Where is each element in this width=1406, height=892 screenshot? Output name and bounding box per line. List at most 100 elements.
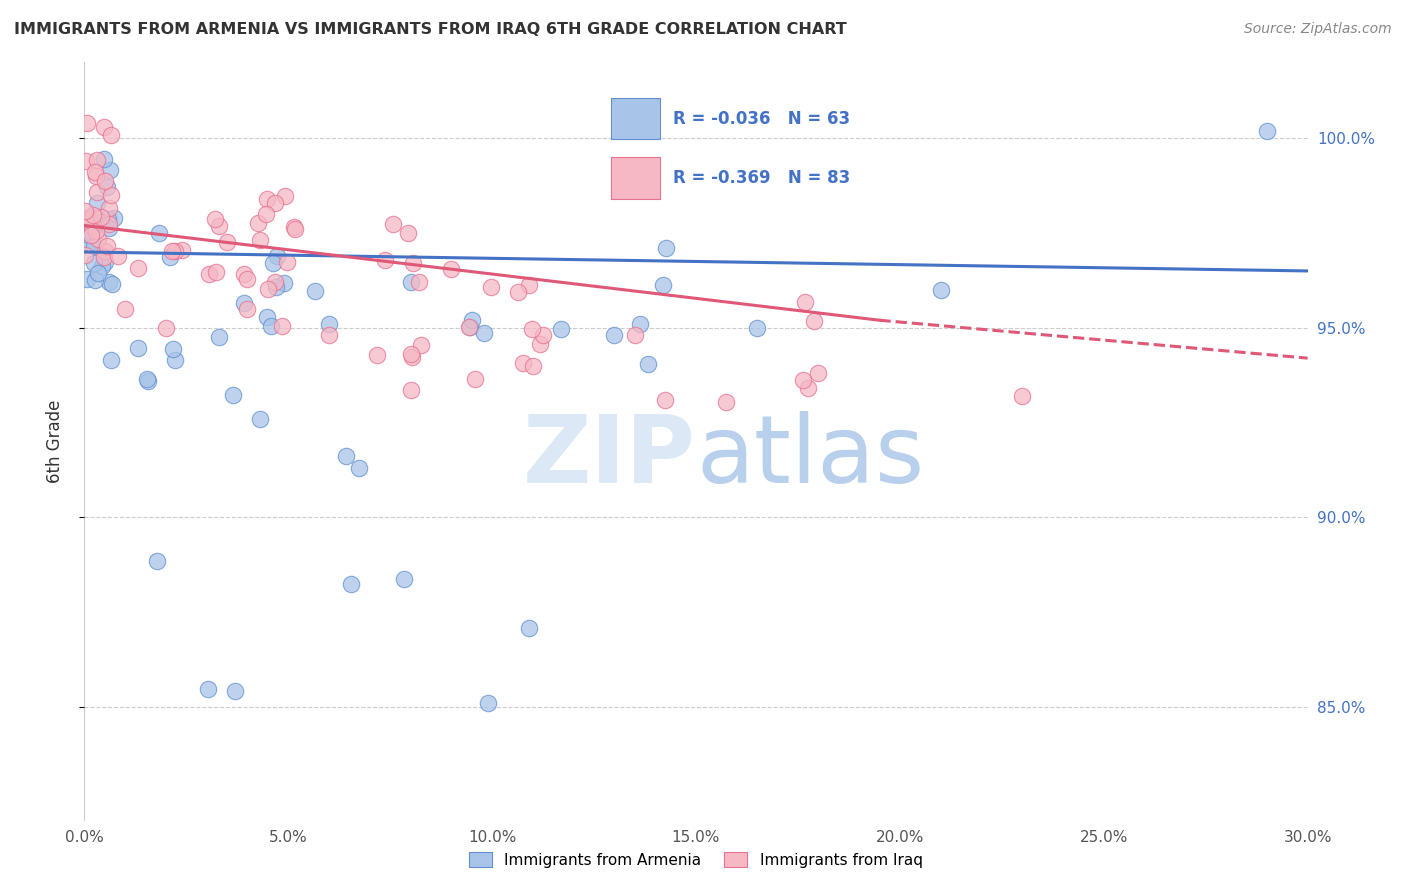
Point <box>747 320 769 334</box>
Point <box>256 192 278 206</box>
Point <box>159 251 181 265</box>
Point <box>399 347 422 361</box>
Point <box>160 244 183 258</box>
Point <box>654 392 676 407</box>
Point <box>512 356 534 370</box>
Point <box>136 374 159 388</box>
Point <box>522 359 544 373</box>
Point <box>89 210 111 224</box>
Point <box>797 381 820 395</box>
Point <box>550 322 572 336</box>
Point <box>155 320 177 334</box>
Point <box>273 189 295 203</box>
Point <box>402 256 425 270</box>
Point <box>93 250 115 264</box>
Point <box>260 319 283 334</box>
Point <box>98 163 121 178</box>
Point <box>340 577 363 591</box>
Point <box>401 383 423 397</box>
Text: Source: ZipAtlas.com: Source: ZipAtlas.com <box>1244 22 1392 37</box>
Point <box>382 217 405 231</box>
Point <box>233 267 256 281</box>
Point <box>236 271 259 285</box>
Point <box>249 233 271 247</box>
Point <box>233 296 256 310</box>
Point <box>83 256 105 270</box>
Point <box>458 320 481 334</box>
Legend: Immigrants from Armenia, Immigrants from Iraq: Immigrants from Armenia, Immigrants from… <box>463 846 929 873</box>
Point <box>103 211 125 225</box>
Point <box>96 239 118 253</box>
Point <box>256 310 278 325</box>
Point <box>1011 389 1033 403</box>
Point <box>114 301 136 316</box>
Point <box>205 265 228 279</box>
Point <box>100 277 122 292</box>
Point <box>82 225 104 239</box>
Point <box>75 227 97 241</box>
Point <box>127 261 149 276</box>
Point <box>163 244 186 258</box>
Point <box>97 212 120 227</box>
Point <box>273 276 295 290</box>
Point <box>93 120 115 135</box>
Point <box>87 232 110 246</box>
Point <box>87 266 110 280</box>
Point <box>86 153 108 167</box>
Point <box>254 207 277 221</box>
Point <box>83 239 105 253</box>
Point <box>318 317 340 331</box>
Point <box>77 236 100 251</box>
Text: IMMIGRANTS FROM ARMENIA VS IMMIGRANTS FROM IRAQ 6TH GRADE CORRELATION CHART: IMMIGRANTS FROM ARMENIA VS IMMIGRANTS FR… <box>14 22 846 37</box>
Point <box>807 366 830 380</box>
Text: atlas: atlas <box>696 410 924 503</box>
Point <box>94 174 117 188</box>
Point <box>98 217 121 231</box>
Point <box>714 395 737 409</box>
Point <box>276 255 298 269</box>
Point <box>1256 123 1278 137</box>
Point <box>517 277 540 292</box>
Point <box>472 326 495 340</box>
Point <box>263 275 285 289</box>
Point <box>803 314 825 328</box>
Point <box>208 219 231 233</box>
Point <box>399 275 422 289</box>
Point <box>655 240 678 254</box>
Point <box>136 372 159 386</box>
Point <box>366 348 388 362</box>
Point <box>86 169 108 184</box>
Point <box>652 277 675 292</box>
Point <box>76 272 98 286</box>
Point <box>82 208 104 222</box>
Point <box>531 327 554 342</box>
Point <box>94 244 117 258</box>
Point <box>91 259 114 273</box>
Point <box>247 215 270 229</box>
Point <box>107 249 129 263</box>
Point <box>96 180 118 194</box>
Point <box>457 320 479 334</box>
Point <box>165 353 187 368</box>
Point <box>624 328 647 343</box>
Point <box>264 280 287 294</box>
Point <box>522 322 544 336</box>
Point <box>94 255 117 269</box>
Point <box>464 371 486 385</box>
Point <box>162 342 184 356</box>
Point <box>93 152 115 166</box>
Point <box>461 313 484 327</box>
Point <box>374 253 396 268</box>
Point <box>84 224 107 238</box>
Point <box>304 284 326 298</box>
Point <box>929 283 952 297</box>
Point <box>284 222 307 236</box>
Point <box>318 328 340 343</box>
Point <box>86 185 108 199</box>
Point <box>477 696 499 710</box>
Point <box>270 318 292 333</box>
Point <box>75 204 97 219</box>
Point <box>529 336 551 351</box>
Y-axis label: 6th Grade: 6th Grade <box>45 400 63 483</box>
Point <box>76 116 98 130</box>
